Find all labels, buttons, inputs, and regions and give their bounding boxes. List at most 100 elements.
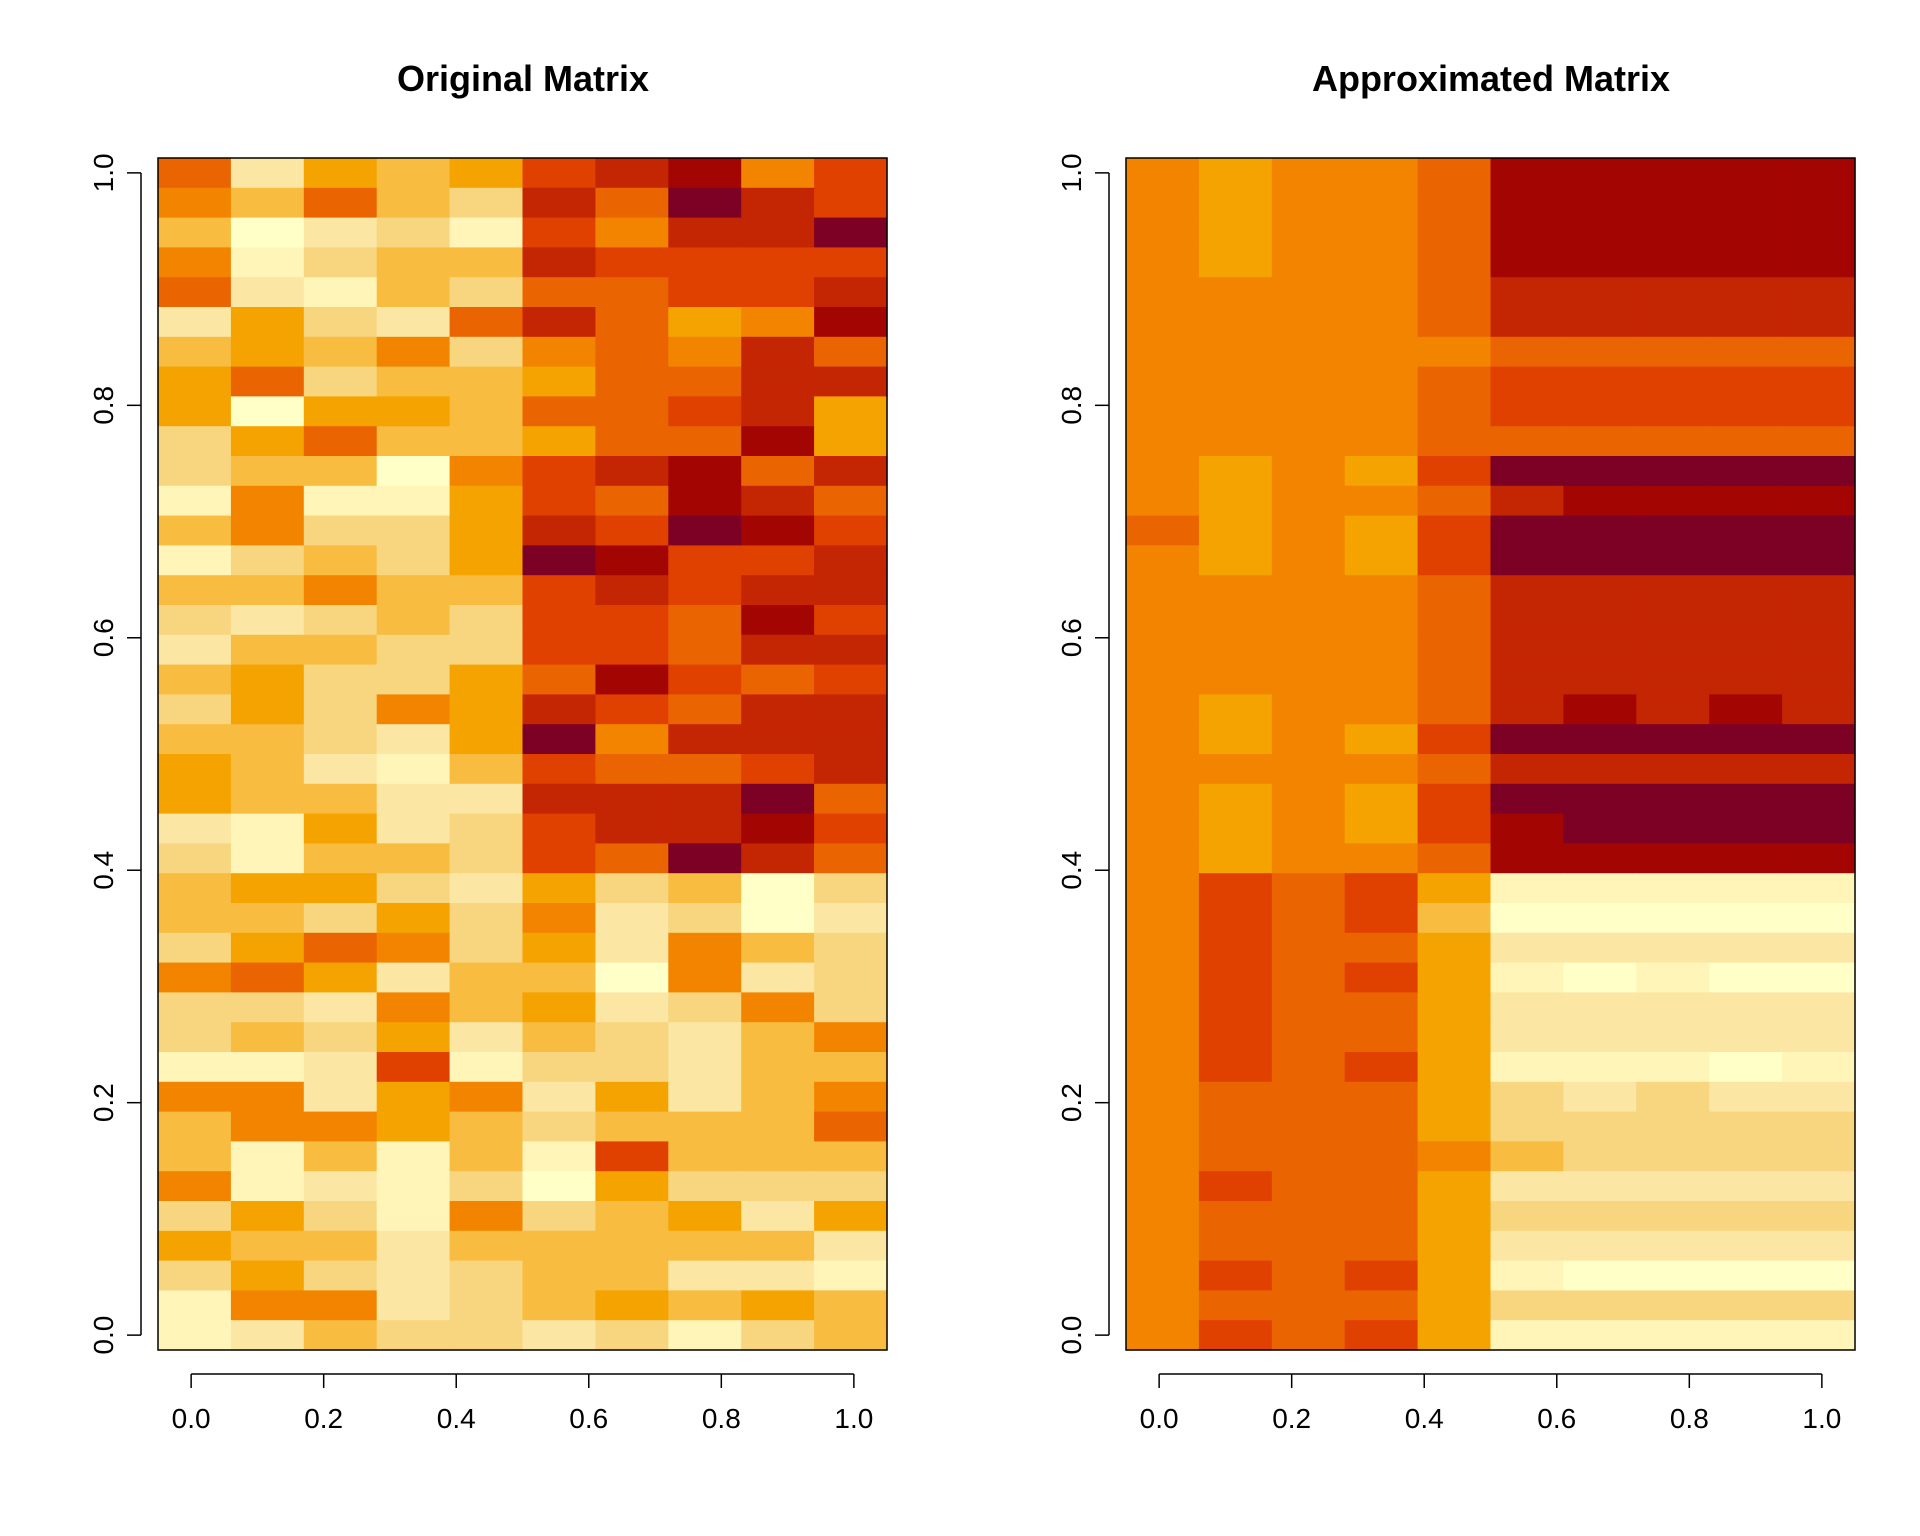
heatmap-cell [449, 456, 524, 487]
heatmap-cell [449, 1171, 524, 1202]
heatmap-cell [1782, 664, 1856, 695]
heatmap-cell [1636, 336, 1710, 368]
heatmap-cell [1417, 336, 1492, 368]
heatmap-cell [522, 962, 596, 993]
heatmap-cell [158, 456, 232, 487]
heatmap-cell [230, 1171, 305, 1202]
heatmap-cell [1636, 1171, 1710, 1202]
heatmap-cell [1344, 992, 1419, 1023]
heatmap-cell [1636, 783, 1710, 815]
heatmap-cell [1198, 843, 1273, 874]
heatmap-cell [1271, 366, 1346, 397]
heatmap-cell [1344, 754, 1419, 785]
heatmap-cell [741, 724, 815, 755]
heatmap-cell [303, 336, 378, 368]
heatmap-cell [1709, 187, 1783, 219]
heatmap-cell [1344, 247, 1419, 278]
heatmap-cell [1417, 843, 1492, 874]
heatmap-cell [814, 366, 888, 397]
heatmap-cell [1709, 903, 1783, 934]
heatmap-cell [1636, 217, 1710, 248]
heatmap-cell [1636, 485, 1710, 517]
heatmap-cell [1126, 277, 1200, 308]
heatmap-cell [376, 247, 451, 278]
heatmap-cell [376, 366, 451, 397]
heatmap-cell [522, 754, 596, 785]
heatmap-cell [1563, 158, 1637, 189]
heatmap-cell [1490, 545, 1564, 576]
heatmap-cell [1563, 1290, 1637, 1321]
heatmap-cell [376, 1171, 451, 1202]
heatmap-cell [1344, 813, 1419, 844]
heatmap-cell [668, 843, 742, 874]
heatmap-cell [449, 694, 524, 725]
heatmap-cell [595, 1022, 669, 1053]
heatmap-cell [376, 277, 451, 308]
heatmap-cell [1563, 336, 1637, 368]
heatmap-cell [1709, 1290, 1783, 1321]
heatmap-cell [1782, 158, 1856, 189]
heatmap-cell [741, 634, 815, 666]
heatmap-cell [158, 694, 232, 725]
heatmap-cell [814, 456, 888, 487]
heatmap-cell [158, 396, 232, 427]
heatmap-cell [1563, 396, 1637, 427]
heatmap-cell [668, 1111, 742, 1142]
heatmap-cell [1271, 813, 1346, 844]
heatmap-cell [522, 1022, 596, 1053]
heatmap-cell [230, 426, 305, 457]
heatmap-cell [1271, 694, 1346, 725]
heatmap-cell [230, 664, 305, 695]
heatmap-cell [449, 336, 524, 368]
heatmap-cell [1271, 396, 1346, 427]
heatmap-cell [1636, 1141, 1710, 1172]
heatmap-cell [522, 396, 596, 427]
heatmap-cell [1490, 396, 1564, 427]
heatmap-cell [1126, 724, 1200, 755]
heatmap-cell [1636, 605, 1710, 636]
heatmap-cell [668, 336, 742, 368]
heatmap-cell [1198, 515, 1273, 546]
heatmap-cell [1490, 992, 1564, 1023]
heatmap-cell [741, 962, 815, 993]
heatmap-cell [1563, 456, 1637, 487]
y-tick-label: 1.0 [1056, 153, 1087, 192]
heatmap-cell [230, 992, 305, 1023]
heatmap-cell [303, 1201, 378, 1232]
heatmap-cell [595, 217, 669, 248]
heatmap-cell [814, 754, 888, 785]
heatmap-cell [814, 1230, 888, 1262]
heatmap-cell [303, 932, 378, 964]
heatmap-cell [1782, 1081, 1856, 1113]
heatmap-cell [814, 843, 888, 874]
heatmap-cell [1271, 187, 1346, 219]
heatmap-cell [1782, 247, 1856, 278]
heatmap-cell [1563, 992, 1637, 1023]
heatmap-cell [522, 247, 596, 278]
heatmap-cell [1126, 247, 1200, 278]
heatmap-cell [1636, 158, 1710, 189]
heatmap-cell [668, 903, 742, 934]
heatmap-cell [668, 1201, 742, 1232]
heatmap-cell [814, 813, 888, 844]
heatmap-cell [1271, 1230, 1346, 1262]
heatmap-cell [595, 456, 669, 487]
heatmap-cell [449, 843, 524, 874]
heatmap-cell [741, 485, 815, 517]
heatmap-cell [1344, 903, 1419, 934]
heatmap-cell [303, 366, 378, 397]
heatmap-cell [1782, 903, 1856, 934]
heatmap-cell [1344, 277, 1419, 308]
heatmap-cell [1417, 873, 1492, 904]
heatmap-cell [1417, 1141, 1492, 1172]
heatmap-cell [449, 426, 524, 457]
x-tick-label: 0.8 [702, 1403, 741, 1434]
heatmap-cell [1417, 396, 1492, 427]
heatmap-cell [522, 545, 596, 576]
heatmap-cell [303, 903, 378, 934]
heatmap-cell [1198, 187, 1273, 219]
heatmap-cell [522, 1201, 596, 1232]
heatmap-cell [1782, 1260, 1856, 1291]
heatmap-cell [741, 694, 815, 725]
heatmap-cell [1490, 932, 1564, 964]
